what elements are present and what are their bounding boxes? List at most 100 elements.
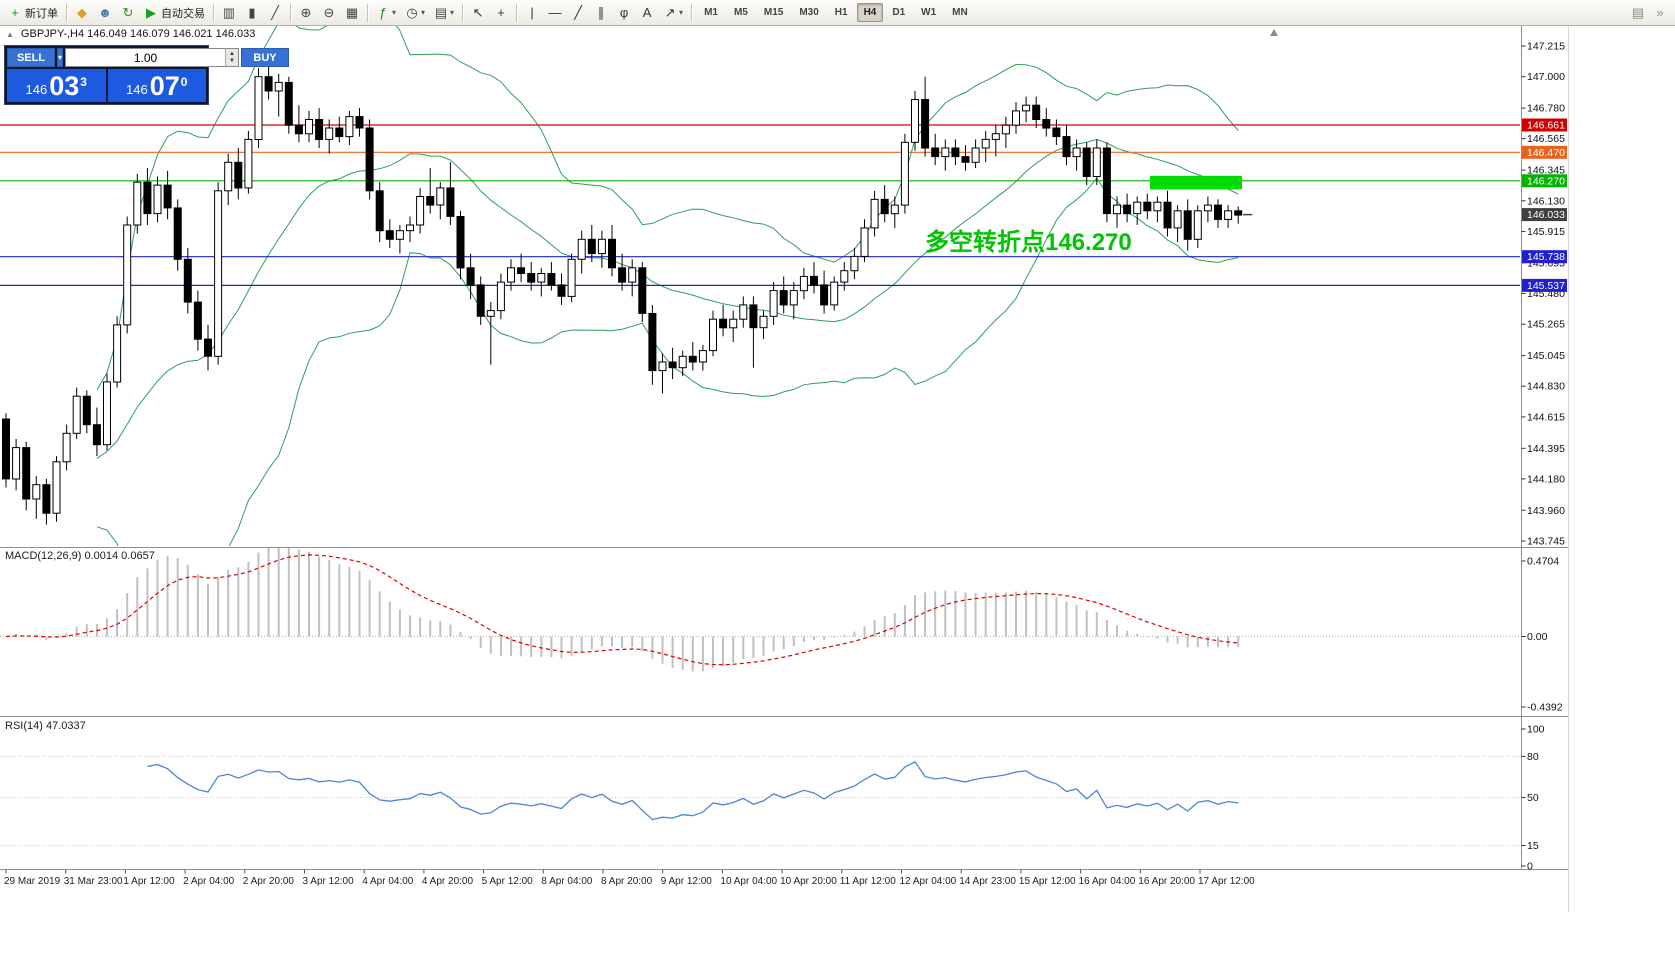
cursor-icon[interactable]: ↖ <box>467 3 489 23</box>
periods-icon[interactable]: ◷ ▾ <box>401 3 429 23</box>
price-tick-label: 144.615 <box>1527 411 1565 423</box>
time-axis-label[interactable]: 8 Apr 04:00 <box>541 876 593 887</box>
time-axis-label[interactable]: 8 Apr 20:00 <box>601 876 653 887</box>
time-axis-label[interactable]: 4 Apr 04:00 <box>362 876 414 887</box>
trade-panel-collapse-icon[interactable]: ▲ <box>6 29 14 39</box>
time-axis-label[interactable]: 1 Apr 12:00 <box>123 876 175 887</box>
volume-field: ▲▼ <box>65 48 240 67</box>
new-order-button-label: 新订单 <box>25 7 58 20</box>
crosshair-icon[interactable]: + <box>490 3 512 23</box>
time-axis-label[interactable]: 9 Apr 12:00 <box>661 876 713 887</box>
bars-chart-icon: ▥ <box>222 4 236 20</box>
indicators-icon: ƒ <box>379 4 387 20</box>
rsi-tick-label: 0 <box>1527 861 1533 873</box>
time-axis-label[interactable]: 2 Apr 04:00 <box>183 876 235 887</box>
time-axis-label[interactable]: 5 Apr 12:00 <box>482 876 534 887</box>
macd-signal-line <box>5 554 1239 666</box>
sell-price[interactable]: 146 03 3 <box>7 69 106 102</box>
annotation-text[interactable]: 多空转折点146.270 <box>925 228 1132 256</box>
window-list-icon[interactable]: ▤ <box>1627 3 1649 23</box>
price-tick-label: 146.345 <box>1527 165 1565 177</box>
chart-shift-marker-icon[interactable] <box>1270 29 1278 36</box>
price-tick-label: 145.045 <box>1527 350 1565 362</box>
time-axis-label[interactable]: 2 Apr 20:00 <box>243 876 295 887</box>
volume-stepper: ▲ ▼ <box>225 49 239 66</box>
price-tick-label: 143.960 <box>1527 505 1565 517</box>
time-axis-label[interactable]: 29 Mar 2019 <box>4 876 61 887</box>
trade-panel-controls: SELL ▾ ▲▼ BUY <box>7 48 290 67</box>
timeframe-m5[interactable]: M5 <box>733 7 748 18</box>
timeframe-h1[interactable]: H1 <box>834 7 848 18</box>
cursor-icon: ↖ <box>472 4 484 20</box>
zoom-in-icon[interactable]: ⊕ <box>295 3 317 23</box>
time-axis-label[interactable]: 11 Apr 12:00 <box>840 876 896 887</box>
time-axis-label[interactable]: 10 Apr 20:00 <box>780 876 837 887</box>
timeframe-m15[interactable]: M15 <box>763 7 784 18</box>
timeframe-m1[interactable]: M1 <box>704 7 718 18</box>
text-icon[interactable]: A <box>636 3 658 23</box>
volume-down-icon[interactable]: ▼ <box>229 57 235 64</box>
refresh-icon: ↻ <box>122 4 134 20</box>
fibonacci-icon[interactable]: φ <box>613 3 635 23</box>
time-axis-label[interactable]: 17 Apr 12:00 <box>1198 876 1255 887</box>
timeframe-d1[interactable]: D1 <box>892 7 906 18</box>
time-axis-label[interactable]: 3 Apr 12:00 <box>303 876 355 887</box>
price-tick-label: 144.180 <box>1527 473 1565 485</box>
autotrading-button[interactable]: ▶ 自动交易 <box>140 3 209 23</box>
timeframe-h4[interactable]: H4 <box>856 3 884 22</box>
profiles-icon[interactable]: ☻ <box>94 3 116 23</box>
line-chart-icon[interactable]: ╱ <box>264 3 286 23</box>
line-chart-icon: ╱ <box>271 4 279 20</box>
timeframe-m30[interactable]: M30 <box>799 7 819 18</box>
volume-up-icon[interactable]: ▲ <box>229 50 235 57</box>
bars-chart-icon[interactable]: ▥ <box>218 3 240 23</box>
time-axis-label[interactable]: 12 Apr 04:00 <box>900 876 957 887</box>
toolbar-separator <box>516 3 518 22</box>
time-axis-label[interactable]: 4 Apr 20:00 <box>422 876 474 887</box>
bid-sup: 3 <box>80 75 87 89</box>
bid-big: 03 <box>49 71 80 101</box>
templates-icon[interactable]: ▤ ▾ <box>430 3 458 23</box>
dropdown-caret-icon[interactable]: ▾ <box>392 8 397 17</box>
candles-chart-icon[interactable]: ▮ <box>241 3 263 23</box>
indicators-icon[interactable]: ƒ ▾ <box>372 3 400 23</box>
time-axis-label[interactable]: 10 Apr 04:00 <box>720 876 777 887</box>
dropdown-caret-icon[interactable]: ▾ <box>679 8 684 17</box>
arrows-icon[interactable]: ↗ ▾ <box>659 3 687 23</box>
dropdown-caret-icon[interactable]: ▾ <box>450 8 455 17</box>
bollinger-band-line <box>96 26 1239 391</box>
new-order-button[interactable]: + 新订单 <box>4 3 62 23</box>
time-axis-label[interactable]: 15 Apr 12:00 <box>1019 876 1076 887</box>
time-axis-label[interactable]: 31 Mar 23:00 <box>64 876 123 887</box>
highlight-rectangle[interactable] <box>1150 175 1242 190</box>
periods-icon: ◷ <box>406 4 418 20</box>
toolbar-separator <box>290 3 291 22</box>
quick-access-icon[interactable]: ◆ <box>71 3 93 23</box>
vertical-line-icon[interactable]: | <box>521 3 543 23</box>
bid-base: 146 <box>25 82 48 97</box>
chart-canvas[interactable]: 多空转折点146.270 147.215 147.000 146.780 146.565… <box>0 26 1675 953</box>
rsi-tick-label: 50 <box>1527 792 1539 804</box>
horizontal-line-icon[interactable]: — <box>544 3 566 23</box>
time-axis-label[interactable]: 16 Apr 04:00 <box>1079 876 1136 887</box>
zoom-out-icon[interactable]: ⊖ <box>318 3 340 23</box>
sell-button[interactable]: SELL <box>7 48 55 67</box>
arrows-icon: ↗ <box>664 4 676 20</box>
trendline-icon[interactable]: ╱ <box>567 3 589 23</box>
tile-windows-icon[interactable]: ▦ <box>341 3 363 23</box>
text-icon: A <box>642 4 652 20</box>
time-axis-label[interactable]: 16 Apr 20:00 <box>1138 876 1195 887</box>
volume-dropdown-icon[interactable]: ▾ <box>57 48 64 67</box>
refresh-icon[interactable]: ↻ <box>117 3 139 23</box>
timeframe-mn[interactable]: MN <box>952 7 968 18</box>
timeframe-w1[interactable]: W1 <box>921 7 937 18</box>
time-axis-label[interactable]: 14 Apr 23:00 <box>959 876 1016 887</box>
price-tick-label: 143.745 <box>1527 536 1565 548</box>
buy-button[interactable]: BUY <box>241 48 290 67</box>
volume-input[interactable] <box>66 49 226 66</box>
toolbar-overflow-icon[interactable]: » <box>1649 3 1671 23</box>
dropdown-caret-icon[interactable]: ▾ <box>421 8 426 17</box>
candles-chart-icon: ▮ <box>248 4 256 20</box>
buy-price[interactable]: 146 07 0 <box>107 69 206 102</box>
channel-icon[interactable]: ∥ <box>590 3 612 23</box>
